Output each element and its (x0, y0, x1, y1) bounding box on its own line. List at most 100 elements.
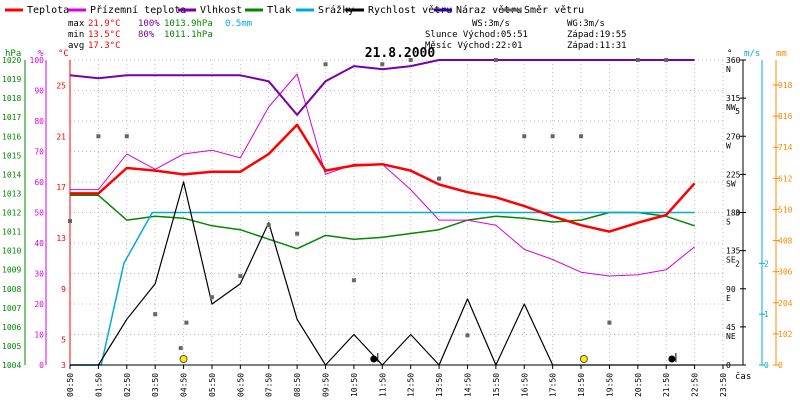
stats-max-temp: 21.9°C (88, 19, 121, 29)
pressure-tick: 1016 (2, 132, 21, 141)
direction-tick: 90 (726, 285, 736, 294)
humidity-tick: 20 (34, 300, 44, 309)
info-moonset: Západ:11:31 (567, 41, 627, 51)
wind-direction-point (209, 295, 214, 300)
wind-direction-point (635, 58, 640, 62)
pressure-tick: 1012 (2, 209, 21, 218)
humidity-tick: 50 (34, 209, 44, 218)
pressure-tick: 1010 (2, 247, 21, 256)
stats-min-label: min (68, 30, 84, 40)
moonset-marker (370, 355, 378, 363)
pressure-tick: 1004 (2, 361, 21, 370)
info-panel: WS:3m/s WG:3m/s Slunce Východ:05:51 Západ:1… (425, 19, 627, 51)
rain-tick: 408 (778, 237, 793, 246)
direction-label: SW (726, 179, 736, 188)
stats-panel: max 21.9°C 100% 1013.9hPa 0.5mm min 13.5°C 80% 1… (68, 19, 252, 51)
x-tick-label: 03:50 (151, 373, 160, 397)
wind-direction-point (238, 274, 243, 279)
legend-label: Srážky (318, 4, 354, 16)
direction-tick: 315 (726, 94, 741, 103)
legend-label: Náraz větru (456, 4, 522, 16)
x-tick-label: 17:50 (549, 373, 558, 397)
temperature-tick: 3 (61, 361, 66, 370)
direction-label: NE (726, 332, 736, 341)
series-layer (68, 58, 696, 366)
pressure-tick: 1019 (2, 75, 21, 84)
wind-direction-point (178, 346, 183, 351)
humidity-tick: 30 (34, 270, 44, 279)
stats-avg-temp: 17.3°C (88, 41, 121, 51)
direction-tick: 180 (726, 209, 741, 218)
pressure-tick: 1007 (2, 304, 21, 313)
wind-direction-point (323, 62, 328, 67)
info-wg: WG:3m/s (567, 19, 605, 29)
rain-tick: 204 (778, 299, 793, 308)
x-tick-label: 04:50 (180, 373, 189, 397)
humidity-axis-unit: % (38, 49, 44, 59)
direction-axis-unit: ° (727, 49, 732, 59)
temperature-tick: 25 (56, 81, 66, 90)
legend-label: Vlhkost (200, 5, 242, 16)
legend-label: Rychlost větru (368, 4, 452, 16)
humidity-tick: 10 (34, 331, 44, 340)
wind-direction-point (380, 62, 385, 67)
direction-tick: 360 (726, 56, 741, 65)
x-tick-label: 06:50 (236, 373, 245, 397)
x-tick-label: 05:50 (208, 373, 217, 397)
temperature-tick: 5 (61, 336, 66, 345)
wind-direction-point (153, 312, 158, 317)
sunrise-marker (179, 355, 188, 363)
series-humidity-line (69, 59, 695, 116)
stats-max-label: max (68, 19, 85, 29)
direction-tick: 225 (726, 170, 741, 179)
rain-axis-unit: mm (776, 49, 787, 59)
humidity-tick: 70 (34, 148, 44, 157)
direction-tick: 45 (726, 323, 736, 332)
wind-direction-point (96, 134, 101, 139)
pressure-tick: 1014 (2, 170, 21, 179)
direction-label: SE (726, 256, 736, 265)
direction-label: S (726, 218, 731, 227)
pressure-tick: 1008 (2, 285, 21, 294)
wind-direction-point (437, 176, 442, 181)
pressure-tick: 1006 (2, 323, 21, 332)
x-tick-label: 21:50 (662, 373, 671, 397)
x-tick-label: 01:50 (94, 373, 103, 397)
wind-tick: 0 (764, 361, 769, 370)
stats-max-hum: 100% (138, 19, 160, 29)
series-rain-line (70, 211, 695, 366)
stats-min-hum: 80% (138, 30, 155, 40)
x-axis-unit: čas (735, 371, 751, 382)
humidity-tick: 0 (39, 361, 44, 370)
wind-direction-point (522, 134, 527, 139)
stats-avg-label: avg (68, 41, 84, 51)
moonrise-marker (668, 355, 676, 363)
legend-label: Směr větru (524, 4, 584, 16)
info-sunrise: Slunce Východ:05:51 (425, 30, 528, 40)
wind-extra-tick: 2 (735, 259, 740, 268)
x-tick-label: 22:50 (691, 373, 700, 397)
pressure-tick: 1020 (2, 56, 21, 65)
info-sunset: Západ:19:55 (567, 30, 627, 40)
rain-tick: 102 (778, 330, 793, 339)
direction-label: N (726, 65, 731, 74)
direction-label: W (726, 141, 731, 150)
series-temperature-line (70, 123, 696, 233)
wind-direction-point (408, 58, 413, 62)
wind-extra-tick: 3 (735, 209, 740, 218)
x-tick-label: 15:50 (492, 373, 501, 397)
stats-min-temp: 13.5°C (88, 30, 121, 40)
wind-direction-point (465, 333, 470, 338)
direction-tick: 135 (726, 247, 741, 256)
legend: Teplota Přízemní teplota Vlhkost Tlak Srážky… (5, 4, 584, 16)
sunset-marker (579, 355, 588, 363)
wind-direction-point (493, 58, 498, 62)
direction-tick: 270 (726, 132, 741, 141)
x-tick-label: 07:50 (265, 373, 274, 397)
pressure-tick: 1017 (2, 113, 21, 122)
x-tick-label: 18:50 (577, 373, 586, 397)
x-tick-label: 19:50 (605, 373, 614, 397)
rain-tick: 918 (778, 81, 793, 90)
legend-label: Tlak (267, 5, 291, 16)
direction-label: NW (726, 103, 736, 112)
